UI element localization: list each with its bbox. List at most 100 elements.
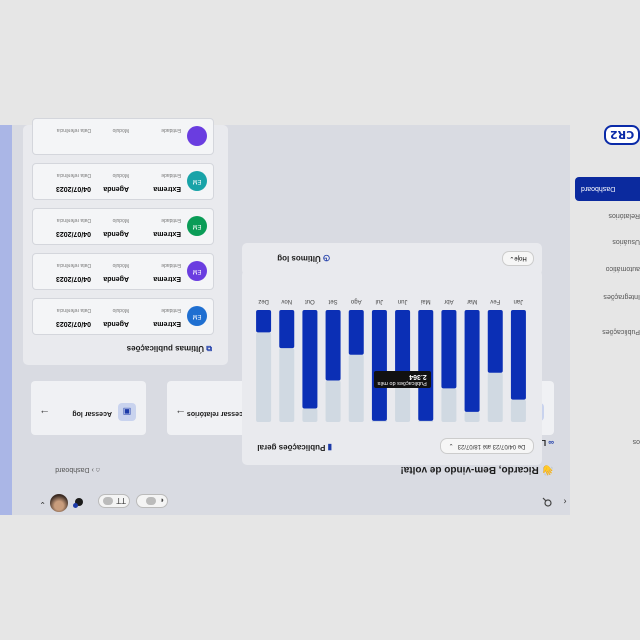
- logs-filter-label: Hoje: [514, 255, 527, 262]
- sidebar-item-dashboard[interactable]: Dashboard: [575, 177, 640, 201]
- date-col-label: Data referência: [56, 262, 91, 268]
- chart-tooltip: Publicações do mês 2.364: [373, 371, 431, 388]
- bar-jun-segment-1[interactable]: [395, 310, 411, 378]
- link-card-log[interactable]: ▣ Acessar log →: [31, 381, 146, 435]
- entity-col-label: Entidade: [161, 127, 181, 133]
- sidebar-item[interactable]: Usuários: [612, 238, 640, 245]
- avatar[interactable]: [50, 494, 68, 512]
- bar-jul-segment-1[interactable]: [371, 310, 387, 421]
- toggle-knob: [103, 497, 114, 505]
- search-icon[interactable]: [540, 495, 554, 509]
- bar-jan-segment-1[interactable]: [510, 310, 526, 400]
- bar-fev-segment-1[interactable]: [487, 310, 503, 373]
- x-tick-label: Set: [328, 298, 337, 304]
- collapse-arrow-icon[interactable]: ‹: [563, 497, 567, 507]
- x-tick-label: Mai: [421, 298, 431, 304]
- chevron-down-icon[interactable]: ⌄: [39, 500, 46, 509]
- bar-nov-segment-1[interactable]: [279, 310, 295, 349]
- x-tick-label: Ago: [350, 298, 361, 304]
- link-icon: ∞: [548, 438, 554, 447]
- module-col-label: Módulo: [112, 217, 129, 223]
- publications-icon: ⧉: [206, 344, 212, 353]
- arrow-right-icon: →: [39, 407, 50, 419]
- bar-dez-segment-1[interactable]: [256, 310, 272, 333]
- publication-module: Agenda: [103, 275, 129, 282]
- bar-out-segment-1[interactable]: [302, 310, 318, 409]
- logs-panel: ◷ Últimos log Hoje ⌄: [242, 243, 542, 275]
- bar-ago-segment-1[interactable]: [348, 310, 364, 355]
- font-size-toggle[interactable]: TT: [98, 494, 130, 508]
- bar-mar-segment-1[interactable]: [464, 310, 480, 412]
- publication-item[interactable]: EM Extrema Entidade Agenda Módulo 04/07/2023 D…: [32, 163, 214, 200]
- publication-item[interactable]: EM Extrema Entidade Agenda Módulo 04/07/2023 D…: [32, 298, 214, 335]
- entity-col-label: Entidade: [161, 172, 181, 178]
- x-tick-label: Fev: [490, 298, 500, 304]
- bar-ago-segment-0[interactable]: [348, 354, 364, 422]
- x-tick-label: Abr: [444, 298, 453, 304]
- sidebar-item[interactable]: os: [632, 438, 640, 445]
- sidebar-item[interactable]: Integrações: [603, 293, 640, 300]
- clock-icon: ◷: [323, 254, 330, 263]
- entity-col-label: Entidade: [161, 217, 181, 223]
- date-col-label: Data referência: [56, 307, 91, 313]
- sidebar-item[interactable]: Relatórios: [608, 212, 640, 219]
- latest-publications-panel: ⧉ Últimas publicações EM Extrema Entidade A…: [23, 118, 228, 365]
- bar-abr-segment-0[interactable]: [441, 388, 457, 422]
- publication-entity: Extrema: [153, 185, 181, 192]
- date-col-label: Data referência: [56, 127, 91, 133]
- chevron-down-icon: ⌄: [509, 255, 515, 261]
- bar-mar-segment-0[interactable]: [464, 411, 480, 422]
- publication-item[interactable]: Entidade Módulo Data referência: [32, 118, 214, 155]
- x-tick-label: Mar: [467, 298, 477, 304]
- bar-dez-segment-0[interactable]: [256, 332, 272, 422]
- publication-date: 04/07/2023: [55, 230, 91, 237]
- toggle-knob: [146, 497, 157, 505]
- publication-entity: Extrema: [153, 320, 181, 327]
- latest-publications-title: ⧉ Últimas publicações: [127, 343, 212, 353]
- x-tick-label: Jul: [376, 298, 384, 304]
- publication-item[interactable]: EM Extrema Entidade Agenda Módulo 04/07/2023 D…: [32, 253, 214, 290]
- log-icon: ▣: [118, 403, 136, 421]
- publication-module: Agenda: [103, 230, 129, 237]
- theme-toggle[interactable]: ◐: [136, 494, 168, 508]
- bar-set-segment-1[interactable]: [325, 310, 341, 381]
- tooltip-title: Publicações do mês: [377, 380, 427, 386]
- publication-entity: Extrema: [153, 275, 181, 282]
- entity-avatar: [187, 126, 207, 146]
- logs-title: ◷ Últimos log: [277, 254, 330, 263]
- page-title: 👋 Ricardo, Bem-vindo de volta!: [400, 464, 554, 475]
- bar-jul-segment-0[interactable]: [371, 420, 387, 422]
- bar-fev-segment-0[interactable]: [487, 372, 503, 422]
- entity-col-label: Entidade: [161, 262, 181, 268]
- bar-jun-segment-0[interactable]: [395, 377, 411, 422]
- topbar: ‹ ◐ TT ⌄: [12, 485, 570, 515]
- link-label: Acessar log: [72, 410, 112, 417]
- bar-abr-segment-1[interactable]: [441, 310, 457, 389]
- logs-title-label: Últimos log: [277, 254, 321, 263]
- bar-mai-segment-0[interactable]: [418, 420, 434, 422]
- arrow-right-icon: →: [175, 407, 186, 419]
- sidebar-item[interactable]: automático: [605, 265, 640, 272]
- bar-mai-segment-1[interactable]: [418, 310, 434, 421]
- breadcrumb[interactable]: ⌂ › Dashboard: [55, 466, 100, 473]
- bar-jan-segment-0[interactable]: [510, 399, 526, 422]
- bar-set-segment-0[interactable]: [325, 380, 341, 422]
- theme-icon: ◐: [159, 496, 164, 506]
- date-col-label: Data referência: [56, 217, 91, 223]
- publications-bar-chart: Jan Fev Mar Abr Mai Jun Jul Ago Set Out Nov Dez: [256, 298, 526, 422]
- entity-avatar: EM: [187, 171, 207, 191]
- bar-nov-segment-0[interactable]: [279, 348, 295, 422]
- font-size-icon: TT: [116, 496, 126, 506]
- notification-icon[interactable]: [72, 495, 86, 509]
- x-tick-label: Nov: [281, 298, 292, 304]
- publication-item[interactable]: EM Extrema Entidade Agenda Módulo 04/07/2023 D…: [32, 208, 214, 245]
- sidebar-item[interactable]: Publicações: [602, 328, 640, 335]
- x-tick-label: Jun: [398, 298, 408, 304]
- module-col-label: Módulo: [112, 127, 129, 133]
- bar-out-segment-0[interactable]: [302, 408, 318, 422]
- logs-filter[interactable]: Hoje ⌄: [502, 251, 534, 266]
- module-col-label: Módulo: [112, 307, 129, 313]
- home-icon: ⌂: [95, 466, 100, 473]
- link-label: Acessar relatórios: [186, 410, 248, 417]
